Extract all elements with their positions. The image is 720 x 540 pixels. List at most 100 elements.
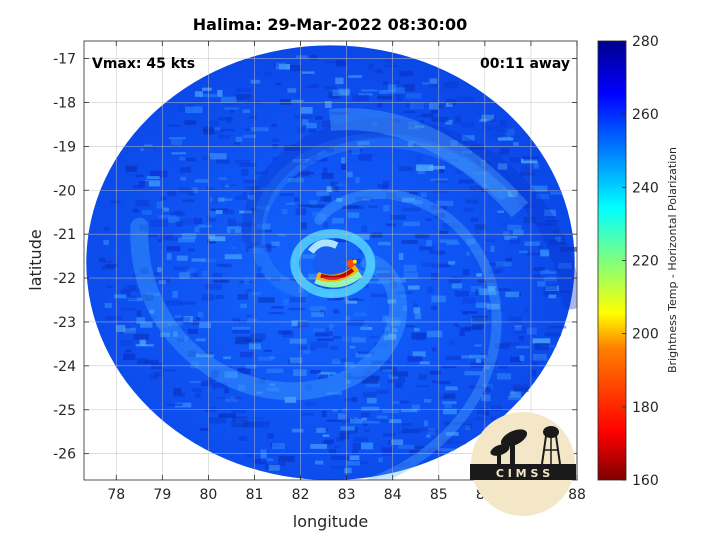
swath-texture-cell xyxy=(371,232,383,238)
swath-texture-cell xyxy=(332,409,338,412)
swath-texture-cell xyxy=(485,238,495,242)
swath-texture-cell xyxy=(167,191,177,197)
swath-texture-cell xyxy=(430,178,449,181)
swath-texture-cell xyxy=(298,345,308,350)
swath-texture-cell xyxy=(496,373,512,380)
swath-texture-cell xyxy=(533,162,539,169)
swath-texture-cell xyxy=(276,82,281,85)
swath-texture-cell xyxy=(500,148,509,155)
swath-texture-cell xyxy=(174,210,183,215)
swath-texture-cell xyxy=(301,106,313,114)
swath-texture-cell xyxy=(98,257,106,262)
swath-texture-cell xyxy=(382,369,393,372)
swath-texture-cell xyxy=(186,157,196,162)
swath-texture-cell xyxy=(399,70,414,77)
swath-texture-cell xyxy=(423,399,432,403)
swath-texture-cell xyxy=(403,84,415,92)
swath-texture-cell xyxy=(202,270,208,277)
swath-texture-cell xyxy=(169,137,186,140)
swath-texture-cell xyxy=(110,200,121,204)
swath-texture-cell xyxy=(553,230,566,237)
swath-texture-cell xyxy=(443,408,457,415)
swath-texture-cell xyxy=(176,338,191,343)
swath-texture-cell xyxy=(460,355,471,359)
swath-texture-cell xyxy=(122,326,131,330)
swath-texture-cell xyxy=(523,216,537,224)
swath-texture-cell xyxy=(432,380,437,384)
swath-texture-cell xyxy=(427,427,436,435)
swath-texture-cell xyxy=(133,185,144,189)
swath-texture-cell xyxy=(469,185,483,192)
swath-texture-cell xyxy=(207,215,217,223)
swath-texture-cell xyxy=(417,168,426,174)
swath-texture-cell xyxy=(245,246,254,253)
x-tick-label: 78 xyxy=(107,487,125,503)
swath-texture-cell xyxy=(474,224,486,230)
swath-texture-cell xyxy=(275,62,287,70)
swath-texture-cell xyxy=(405,92,422,99)
swath-texture-cell xyxy=(341,157,346,164)
swath-texture-cell xyxy=(361,442,374,450)
swath-texture-cell xyxy=(480,361,498,366)
swath-texture-cell xyxy=(322,120,334,128)
swath-texture-cell xyxy=(386,192,397,197)
swath-texture-cell xyxy=(153,272,160,276)
colorbar-label: Brightness Temp - Horizontal Polarizatio… xyxy=(666,147,679,373)
swath-texture-cell xyxy=(250,79,261,84)
swath-texture-cell xyxy=(347,212,360,218)
swath-texture-cell xyxy=(403,264,417,272)
swath-texture-cell xyxy=(479,119,488,122)
swath-texture-cell xyxy=(425,449,443,454)
swath-texture-cell xyxy=(194,179,209,183)
swath-texture-cell xyxy=(311,83,320,87)
swath-texture-cell xyxy=(480,160,486,167)
swath-texture-cell xyxy=(349,455,360,461)
swath-texture-cell xyxy=(150,277,156,284)
swath-texture-cell xyxy=(280,193,294,196)
swath-texture-cell xyxy=(441,365,457,369)
swath-texture-cell xyxy=(123,327,136,334)
swath-texture-cell xyxy=(144,144,153,148)
swath-texture-cell xyxy=(426,434,431,438)
y-tick-label: -19 xyxy=(53,139,76,155)
swath-texture-cell xyxy=(205,130,223,134)
swath-texture-cell xyxy=(549,269,561,272)
swath-texture-cell xyxy=(489,308,503,313)
swath-texture-cell xyxy=(507,190,518,197)
swath-texture-cell xyxy=(167,322,183,326)
swath-texture-cell xyxy=(471,286,483,292)
y-tick-label: -23 xyxy=(53,315,76,331)
colorbar-ticks: 160 180 200 220 240 260 280 xyxy=(622,34,659,489)
swath-texture-cell xyxy=(378,457,383,463)
swath-texture-cell xyxy=(353,312,367,317)
swath-texture-cell xyxy=(504,235,518,240)
swath-texture-cell xyxy=(239,210,252,214)
swath-texture-cell xyxy=(461,311,478,314)
swath-texture-cell xyxy=(537,357,545,362)
swath-texture-cell xyxy=(438,169,445,174)
swath-texture-cell xyxy=(544,209,556,217)
swath-texture-cell xyxy=(375,419,388,422)
swath-texture-cell xyxy=(374,131,385,136)
swath-texture-cell xyxy=(558,231,565,234)
swath-texture-cell xyxy=(456,96,475,102)
swath-texture-cell xyxy=(217,134,231,139)
swath-texture-cell xyxy=(173,331,178,337)
swath-texture-cell xyxy=(301,71,315,74)
x-tick-label: 88 xyxy=(568,487,586,503)
x-axis-label: longitude xyxy=(293,512,368,531)
swath-texture-cell xyxy=(469,251,487,256)
swath-texture-cell xyxy=(521,166,534,172)
swath-texture-cell xyxy=(194,91,203,97)
swath-texture-cell xyxy=(537,222,555,226)
swath-texture-cell xyxy=(248,343,262,350)
swath-texture-cell xyxy=(555,236,561,243)
colorbar-tick-label: 180 xyxy=(632,400,659,416)
swath-texture-cell xyxy=(200,427,210,431)
swath-texture-cell xyxy=(187,248,195,252)
swath-texture-cell xyxy=(475,289,481,296)
swath-texture-cell xyxy=(507,395,521,401)
swath-texture-cell xyxy=(310,341,329,349)
swath-texture-cell xyxy=(195,316,201,320)
swath-texture-cell xyxy=(455,324,461,328)
